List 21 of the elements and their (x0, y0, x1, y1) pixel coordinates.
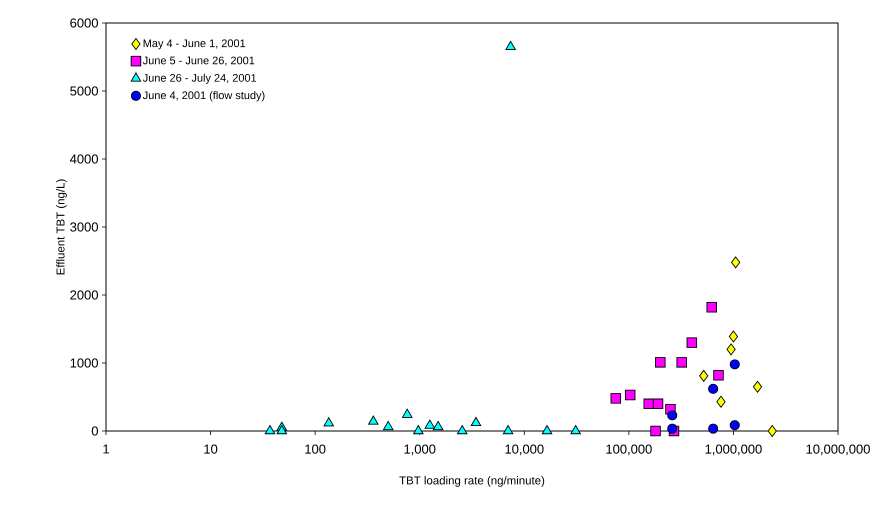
y-tick-label: 0 (92, 426, 98, 436)
legend-label: June 5 - June 26, 2001 (142, 56, 254, 66)
x-tick-label: 100 (305, 444, 326, 454)
y-tick-label: 3000 (70, 222, 98, 232)
x-axis-title: TBT loading rate (ng/minute) (399, 476, 544, 487)
x-tick-label: 1,000,000 (706, 444, 762, 456)
x-tick-label: 1 (103, 444, 109, 454)
legend-label: June 4, 2001 (flow study) (142, 91, 264, 102)
y-axis-title: Effluent TBT (ng/L) (56, 179, 67, 274)
y-tick-label: 1000 (70, 358, 98, 368)
legend-label: May 4 - June 1, 2001 (144, 39, 246, 50)
y-tick-label: 2000 (70, 290, 98, 300)
y-tick-label: 5000 (70, 86, 98, 96)
x-tick-label: 100,000 (606, 444, 652, 456)
y-tick-label: 4000 (70, 154, 98, 164)
x-tick-label: 10,000 (505, 444, 544, 456)
legend-label: June 26 - July 24, 2001 (142, 74, 256, 84)
x-tick-label: 10 (204, 444, 218, 454)
x-tick-label: 10,000,000 (806, 444, 870, 456)
x-tick-label: 1,000 (404, 444, 436, 456)
y-tick-label: 6000 (70, 18, 98, 28)
